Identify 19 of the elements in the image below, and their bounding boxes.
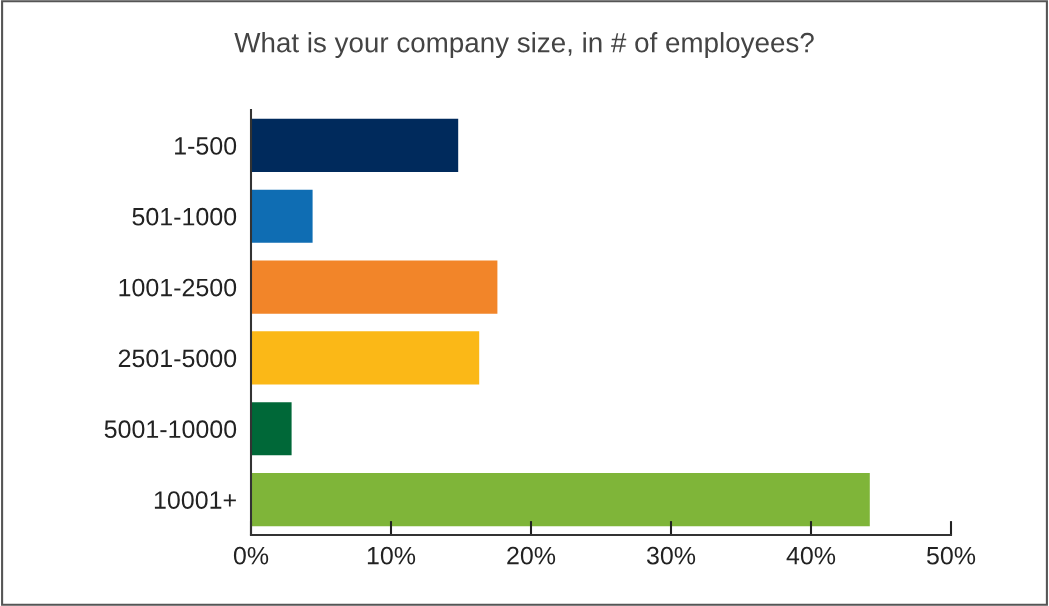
x-tick-label: 40% (786, 546, 836, 565)
y-tick-label: 2501-5000 (118, 349, 237, 368)
x-tick-label: 0% (233, 546, 269, 565)
x-tick-label: 10% (367, 546, 416, 565)
x-tick-label: 20% (507, 546, 556, 565)
y-tick-label: 10001+ (154, 491, 236, 509)
y-tick-label: 501-1000 (132, 207, 237, 226)
bar (251, 402, 292, 456)
x-tick-label: 50% (926, 546, 976, 565)
y-tick-label: 1-500 (175, 137, 237, 155)
chart-title: What is your company size, in # of employees? (234, 32, 814, 58)
y-tick-label: 5001-10000 (104, 420, 237, 439)
bar (251, 473, 870, 527)
bar (251, 260, 498, 314)
x-tick-label: 30% (646, 546, 696, 565)
bar (251, 189, 313, 243)
bar (251, 118, 459, 172)
y-tick-label: 1001-2500 (119, 278, 237, 297)
bar (251, 331, 480, 385)
